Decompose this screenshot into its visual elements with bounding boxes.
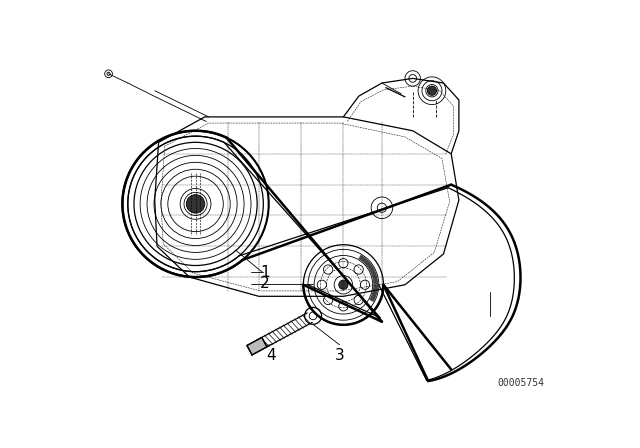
Text: 00005754: 00005754 [497,378,544,388]
Circle shape [186,195,205,213]
Text: 4: 4 [266,348,276,363]
Polygon shape [247,337,267,355]
Text: 3: 3 [335,348,344,363]
Text: 1: 1 [260,265,269,280]
Circle shape [339,280,348,289]
Circle shape [428,86,436,95]
Text: 2: 2 [260,276,269,292]
